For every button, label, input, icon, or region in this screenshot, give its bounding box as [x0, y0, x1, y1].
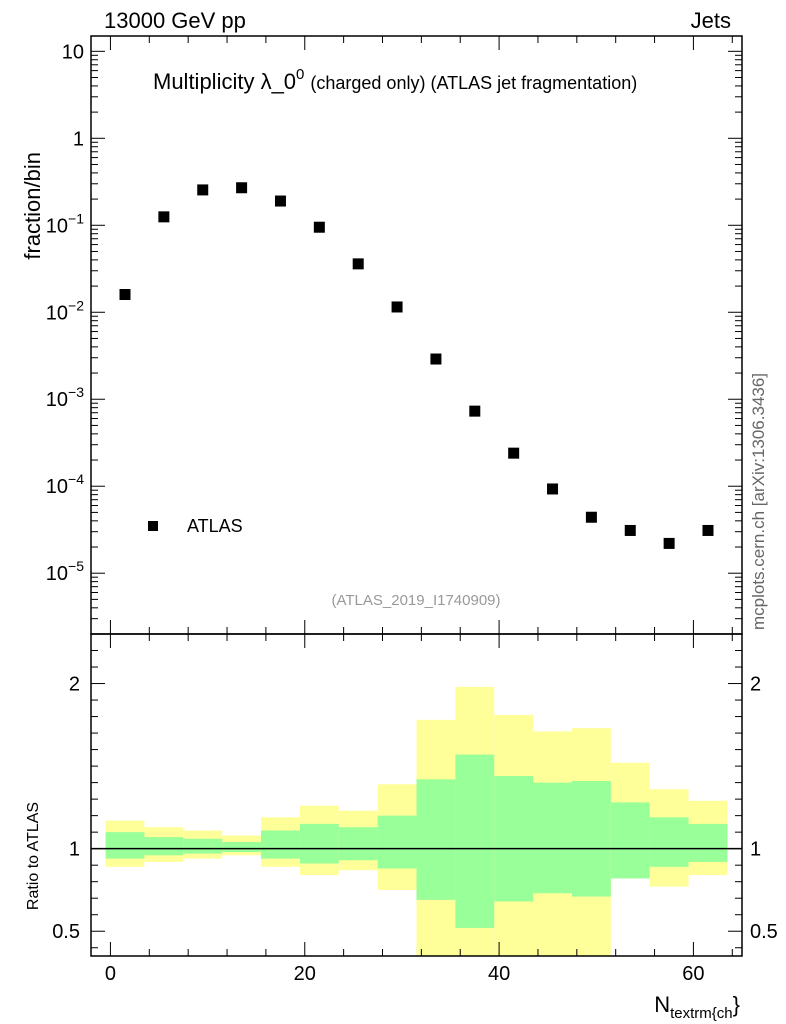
data-point [158, 211, 170, 223]
data-point [585, 511, 597, 523]
y-tick-label: 10 [62, 41, 84, 63]
data-point [391, 301, 403, 313]
y-tick-label-exponent: −3 [68, 384, 84, 400]
ratio-frame [90, 633, 743, 957]
uncertainty-band [144, 837, 184, 856]
analysis-label: (ATLAS_2019_I1740909) [331, 592, 500, 609]
legend-label: ATLAS [187, 516, 243, 536]
uncertainty-band [494, 776, 534, 902]
y-tick-label: 10−2 [46, 297, 84, 324]
data-point [119, 289, 131, 301]
uncertainty-band [688, 823, 728, 862]
ratio-y-tick-label-right: 1 [750, 839, 761, 861]
uncertainty-band [261, 830, 300, 859]
y-tick-label-base: 10 [46, 302, 68, 324]
y-tick-label-base: 10 [46, 476, 68, 498]
y-tick-label-exponent: −2 [68, 297, 84, 313]
x-axis-label-main: N [654, 992, 670, 1017]
y-tick-label-base: 10 [46, 563, 68, 585]
y-tick-label-exponent: −5 [68, 558, 84, 574]
data-point [547, 483, 559, 495]
data-point [702, 524, 714, 536]
ratio-y-tick-label-right: 2 [750, 674, 761, 696]
uncertainty-band [416, 779, 456, 900]
x-tick-label: 0 [105, 963, 116, 985]
y-tick-label: 1 [73, 128, 84, 150]
main-frame [90, 35, 743, 635]
data-point [624, 524, 636, 536]
data-point [352, 258, 364, 270]
ratio-y-tick-label-left: 0.5 [52, 921, 80, 943]
uncertainty-band [105, 832, 145, 859]
ratio-y-tick-label-left: 2 [69, 674, 80, 696]
uncertainty-band [610, 802, 650, 879]
data-point [274, 195, 286, 207]
data-point [469, 405, 481, 417]
ratio-y-tick-label-left: 1 [69, 839, 80, 861]
uncertainty-band [299, 823, 339, 864]
y-tick-label: 10−1 [46, 210, 84, 237]
uncertainty-band [183, 838, 223, 854]
data-point [236, 182, 248, 194]
y-tick-label-base: 10 [46, 389, 68, 411]
data-point [663, 537, 675, 549]
uncertainty-band [455, 754, 495, 928]
x-tick-label: 60 [682, 963, 704, 985]
uncertainty-band [338, 827, 378, 861]
data-point [313, 221, 325, 233]
y-tick-label-exponent: −1 [68, 210, 84, 226]
chart-title: Multiplicity λ_00 (charged only) (ATLAS j… [153, 66, 637, 94]
legend-marker [148, 521, 158, 531]
data-point [197, 184, 209, 196]
x-axis-label-tail: } [733, 992, 740, 1017]
ratio-panel [91, 686, 742, 956]
uncertainty-band [222, 842, 262, 852]
ratio-y-axis-label: Ratio to ATLAS [25, 802, 42, 910]
y-tick-label: 10−4 [46, 471, 84, 498]
y-tick-label: 10−5 [46, 558, 84, 585]
energy-label: 13000 GeV pp [104, 8, 246, 33]
uncertainty-band [571, 780, 611, 897]
side-label: mcplots.cern.ch [arXiv:1306.3436] [749, 373, 768, 630]
data-point [508, 447, 520, 459]
x-axis-label-sub: textrm{ch [670, 1005, 733, 1022]
x-axis-label: Ntextrm{ch} [654, 992, 740, 1022]
uncertainty-band [533, 782, 572, 894]
x-tick-label: 20 [294, 963, 316, 985]
data-points [119, 182, 714, 549]
category-label: Jets [691, 8, 731, 33]
main-y-axis-label: fraction/bin [20, 152, 45, 260]
chart-title-main: Multiplicity λ_0 [153, 69, 296, 94]
uncertainty-band [377, 815, 417, 869]
chart-title-sub: (charged only) (ATLAS jet fragmentation) [310, 73, 637, 93]
y-tick-label: 10−3 [46, 384, 84, 411]
ratio-y-tick-label-right: 0.5 [750, 921, 778, 943]
x-tick-label: 40 [488, 963, 510, 985]
ratio-ticks: 0.5 0.51 12 20 20 40 60 [52, 634, 778, 985]
data-point [430, 353, 442, 365]
y-tick-label-exponent: −4 [68, 471, 84, 487]
chart-title-sup: 0 [296, 66, 304, 83]
uncertainty-band [649, 817, 689, 867]
y-tick-label-base: 10 [46, 215, 68, 237]
